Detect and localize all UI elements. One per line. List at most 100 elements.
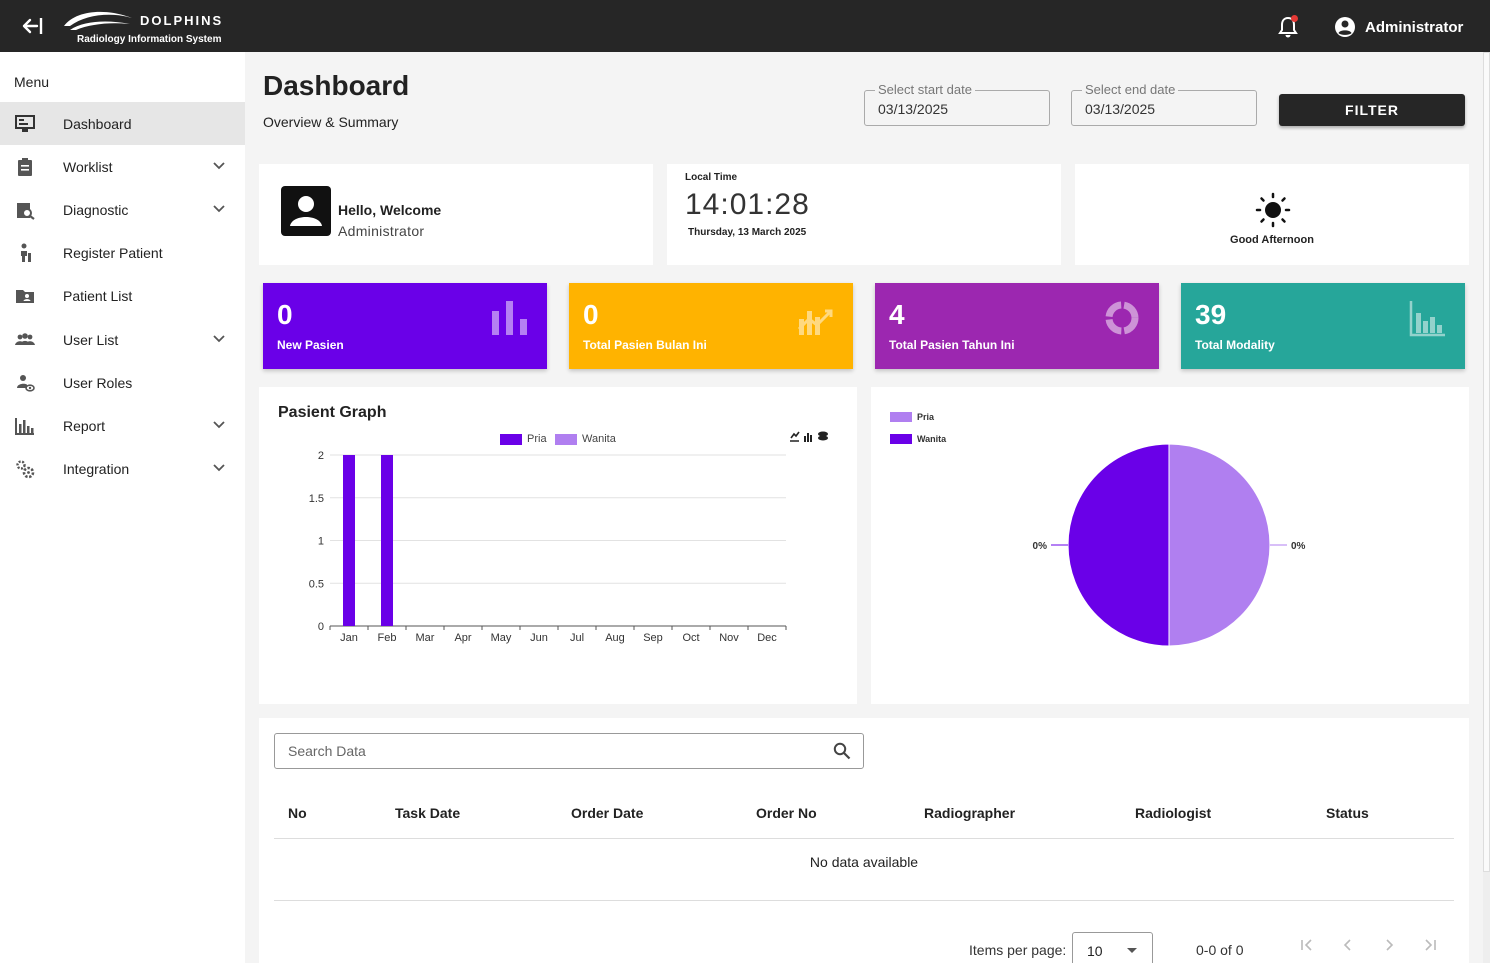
bar-pria-jan[interactable] bbox=[343, 455, 355, 626]
bar-chart: 0 0.5 1 1.5 2 Jan Feb Mar Apr May Jun Jul Aug Sep Oct N… bbox=[309, 450, 787, 644]
y-tick-label: 2 bbox=[318, 450, 324, 462]
user-eye-icon bbox=[17, 375, 35, 392]
stat-label: Total Pasien Tahun Ini bbox=[889, 338, 1015, 352]
clock-card: Local Time 14:01:28 Thursday, 13 March 2… bbox=[667, 164, 1061, 265]
local-time-value: 14:01:28 bbox=[685, 188, 810, 221]
empty-message: No data available bbox=[809, 854, 919, 870]
sidebar-item-label: Integration bbox=[63, 461, 130, 477]
y-tick-label: 1 bbox=[318, 536, 324, 548]
column-header-task-date[interactable]: Task Date bbox=[395, 805, 461, 821]
x-tick-label: Sep bbox=[643, 632, 663, 644]
sidebar-item-register-patient[interactable]: Register Patient bbox=[0, 231, 245, 274]
items-per-page-select[interactable]: 10 bbox=[1072, 932, 1153, 963]
next-page-icon[interactable] bbox=[1380, 936, 1398, 954]
previous-page-icon[interactable] bbox=[1339, 936, 1357, 954]
page-title: Dashboard bbox=[263, 70, 410, 101]
stat-value: 0 bbox=[277, 299, 293, 330]
bar-pria-feb[interactable] bbox=[381, 455, 393, 626]
column-header-order-date[interactable]: Order Date bbox=[571, 805, 644, 821]
sidebar-item-label: Worklist bbox=[63, 159, 113, 175]
user-avatar-icon bbox=[281, 186, 331, 236]
welcome-name: Administrator bbox=[338, 223, 425, 239]
pasient-graph-card: Pasient Graph Pria Wanita 0 0.5 1 1.5 2 Jan Fe… bbox=[259, 387, 857, 704]
legend-swatch bbox=[890, 434, 912, 444]
chart-title: Pasient Graph bbox=[278, 404, 387, 421]
first-page-icon[interactable] bbox=[1298, 936, 1316, 954]
filter-button[interactable]: FILTER bbox=[1279, 94, 1465, 126]
dropdown-caret-icon bbox=[1127, 948, 1137, 953]
pie-slice-label: 0% bbox=[1033, 541, 1048, 552]
local-time-label: Local Time bbox=[685, 172, 738, 183]
sidebar-item-dashboard[interactable]: Dashboard bbox=[0, 102, 245, 145]
search-icon[interactable] bbox=[833, 742, 851, 760]
end-date-value[interactable]: 03/13/2025 bbox=[1085, 101, 1156, 117]
chevron-down-icon[interactable] bbox=[212, 418, 226, 432]
monitor-icon bbox=[15, 115, 35, 132]
column-header-order-no[interactable]: Order No bbox=[756, 805, 817, 821]
user-name: Administrator bbox=[1365, 18, 1464, 36]
scrollbar-thumb[interactable] bbox=[1483, 52, 1490, 872]
x-tick-label: Oct bbox=[682, 632, 699, 644]
search-input[interactable] bbox=[275, 734, 825, 768]
column-header-status[interactable]: Status bbox=[1326, 805, 1369, 821]
start-date-field[interactable]: Select start date 03/13/2025 bbox=[864, 82, 1050, 126]
search-box[interactable] bbox=[274, 733, 864, 769]
sidebar-item-label: Register Patient bbox=[63, 245, 163, 261]
greeting-card: Good Afternoon bbox=[1075, 164, 1469, 265]
stat-label: Total Modality bbox=[1195, 338, 1275, 352]
sidebar-item-user-list[interactable]: User List bbox=[0, 318, 245, 361]
greeting-text: Good Afternoon bbox=[1230, 234, 1314, 246]
x-tick-label: Aug bbox=[605, 632, 625, 644]
column-header-radiologist[interactable]: Radiologist bbox=[1135, 805, 1212, 821]
x-tick-label: Dec bbox=[757, 632, 777, 644]
chevron-down-icon[interactable] bbox=[212, 332, 226, 346]
chevron-down-icon[interactable] bbox=[212, 461, 226, 475]
sidebar-item-worklist[interactable]: Worklist bbox=[0, 145, 245, 188]
legend-item-pria[interactable]: Pria bbox=[500, 433, 547, 445]
sidebar-item-patient-list[interactable]: Patient List bbox=[0, 274, 245, 317]
stat-value: 0 bbox=[583, 299, 599, 330]
welcome-greeting: Hello, Welcome bbox=[338, 202, 442, 218]
column-header-no[interactable]: No bbox=[288, 805, 307, 821]
stack-toggle-icon[interactable] bbox=[818, 431, 828, 441]
sidebar-item-integration[interactable]: Integration bbox=[0, 447, 245, 490]
user-menu[interactable]: Administrator bbox=[1334, 16, 1463, 38]
legend-label: Pria bbox=[917, 412, 935, 422]
items-per-page-label: Items per page: bbox=[969, 942, 1067, 958]
legend-item-wanita[interactable]: Wanita bbox=[555, 433, 616, 445]
legend-item-pria[interactable]: Pria bbox=[890, 412, 934, 422]
x-tick-label: Apr bbox=[454, 632, 471, 644]
bar-chart-toggle-icon[interactable] bbox=[804, 433, 812, 442]
page-scrollbar[interactable] bbox=[1483, 52, 1490, 963]
last-page-icon[interactable] bbox=[1421, 936, 1439, 954]
sidebar-item-user-roles[interactable]: User Roles bbox=[0, 361, 245, 404]
bar-chart-icon bbox=[492, 301, 527, 335]
chevron-down-icon[interactable] bbox=[212, 202, 226, 216]
end-date-label: Select end date bbox=[1082, 82, 1179, 97]
sun-icon bbox=[1255, 192, 1291, 228]
line-chart-toggle-icon[interactable] bbox=[790, 431, 800, 442]
donut-icon bbox=[1105, 301, 1139, 335]
sidebar-item-diagnostic[interactable]: Diagnostic bbox=[0, 188, 245, 231]
pie-chart: 0% 0% bbox=[1033, 443, 1306, 647]
sidebar-item-label: Patient List bbox=[63, 288, 133, 304]
sidebar-item-report[interactable]: Report bbox=[0, 404, 245, 447]
chevron-down-icon[interactable] bbox=[212, 159, 226, 173]
x-tick-label: Nov bbox=[719, 632, 739, 644]
end-date-field[interactable]: Select end date 03/13/2025 bbox=[1071, 82, 1257, 126]
start-date-value[interactable]: 03/13/2025 bbox=[878, 101, 949, 117]
y-tick-label: 0.5 bbox=[309, 578, 324, 590]
chart-toolbox bbox=[790, 431, 828, 442]
account-circle-icon bbox=[1335, 17, 1355, 37]
page-subtitle: Overview & Summary bbox=[263, 114, 399, 130]
app-logo[interactable]: DOLPHINS Radiology Information System bbox=[62, 6, 242, 48]
stat-card-total-tahun-ini: 4 Total Pasien Tahun Ini bbox=[875, 283, 1159, 369]
items-per-page-value: 10 bbox=[1087, 943, 1103, 959]
notification-button[interactable] bbox=[1276, 15, 1300, 39]
legend-item-wanita[interactable]: Wanita bbox=[890, 434, 946, 444]
back-arrow-icon[interactable] bbox=[20, 14, 46, 38]
pie-slice-wanita[interactable] bbox=[1067, 443, 1170, 647]
search-document-icon bbox=[17, 203, 35, 220]
column-header-radiographer[interactable]: Radiographer bbox=[924, 805, 1016, 821]
pie-slice-pria[interactable] bbox=[1168, 443, 1271, 647]
